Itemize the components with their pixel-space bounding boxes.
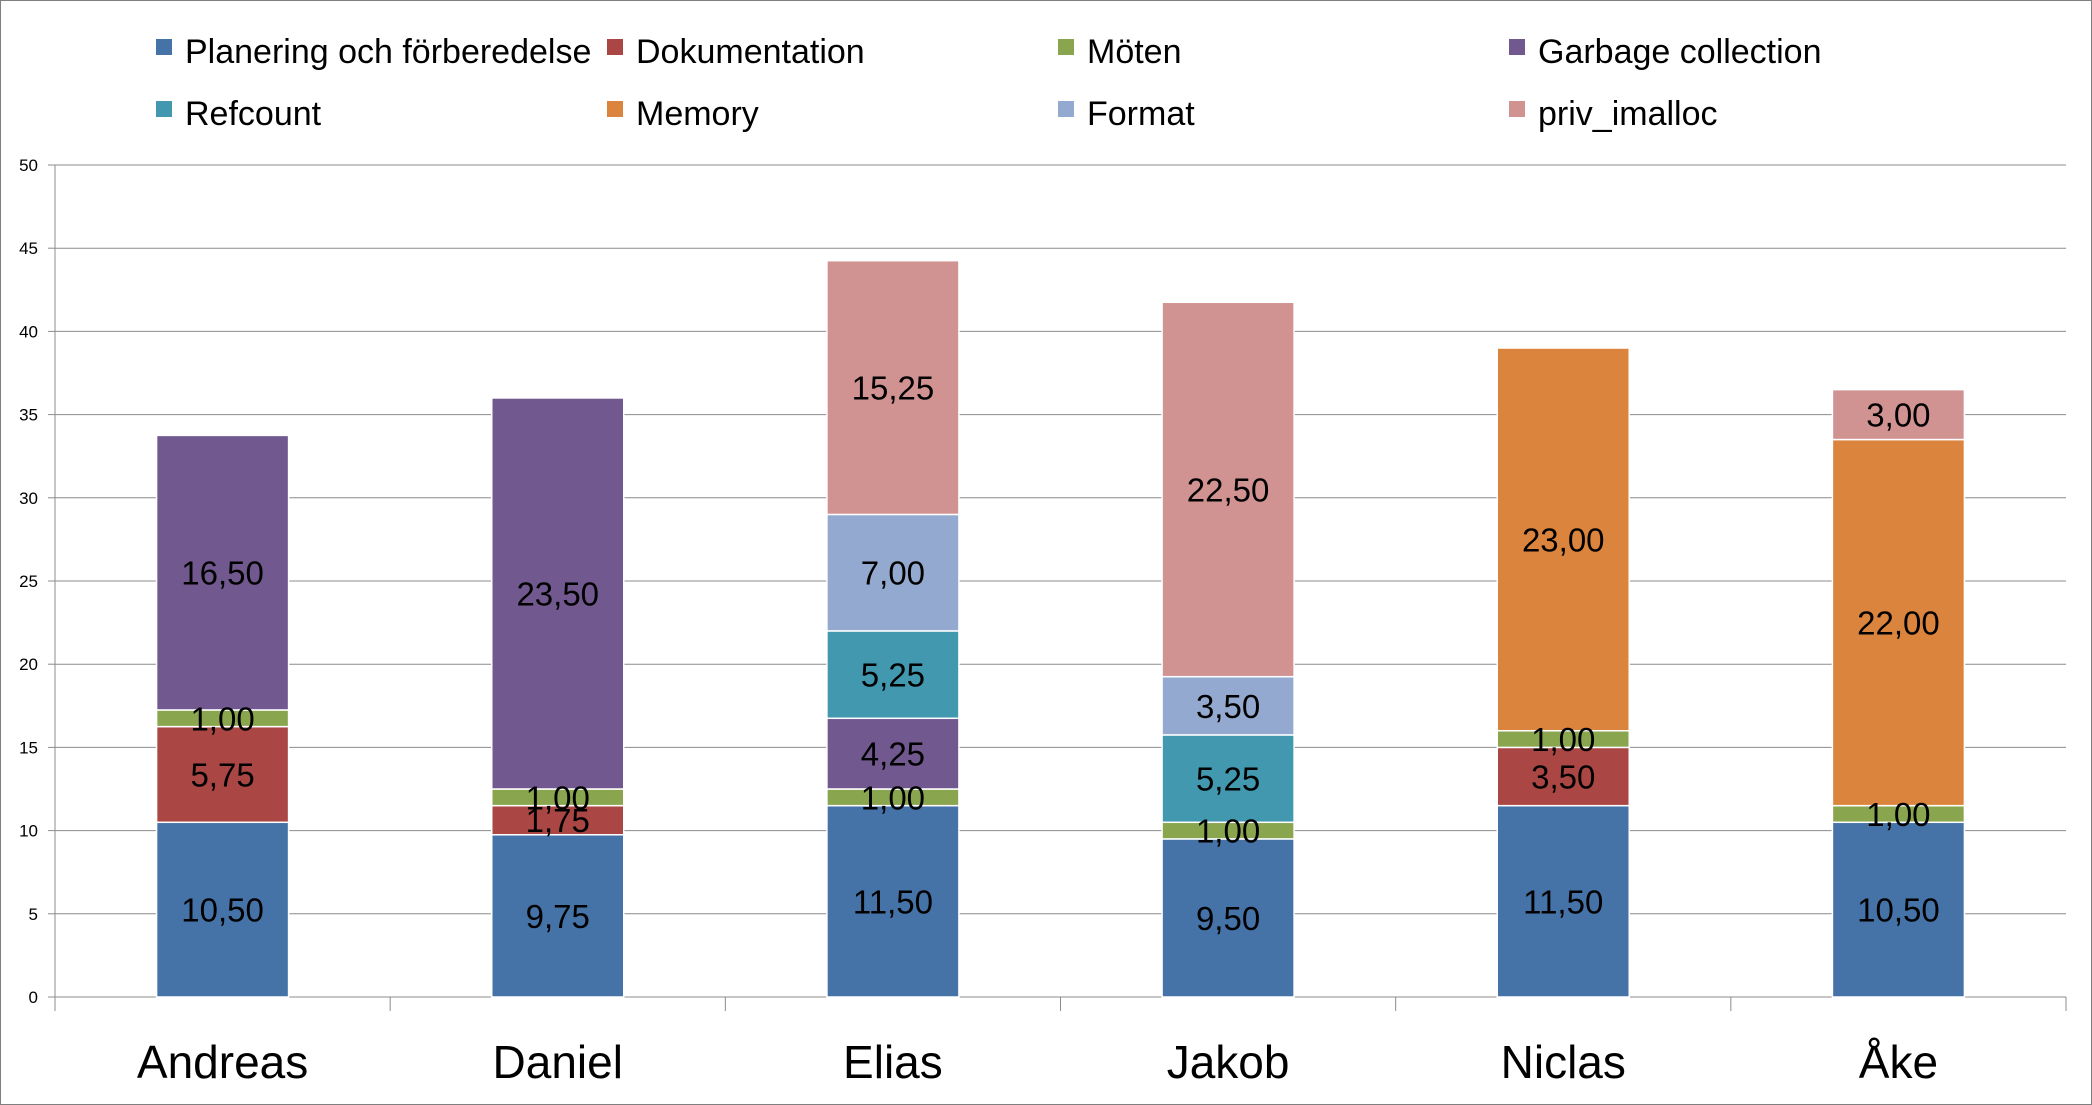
x-tick-label: Andreas	[137, 1036, 308, 1088]
legend-swatch-planering-och-förberedelse	[156, 39, 172, 55]
data-label-åke-planering-och-förberedelse: 10,50	[1857, 892, 1940, 929]
data-label-åke-priv-imalloc: 3,00	[1866, 397, 1930, 434]
y-tick-label: 45	[19, 239, 38, 258]
data-labels: 10,505,751,0016,509,751,751,0023,5011,50…	[181, 370, 1939, 937]
x-tick-label: Elias	[843, 1036, 943, 1088]
data-label-andreas-möten: 1,00	[190, 700, 254, 737]
bar-niclas-memory	[1496, 347, 1630, 732]
gridlines	[55, 164, 2066, 915]
bar-daniel-dokumentation	[491, 804, 625, 836]
legend-swatch-memory	[607, 101, 623, 117]
y-tick-label: 40	[19, 322, 38, 341]
y-tick-label: 50	[19, 156, 38, 175]
y-tick-label: 30	[19, 489, 38, 508]
x-tick-label: Åke	[1859, 1036, 1938, 1088]
legend-swatch-garbage-collection	[1509, 39, 1525, 55]
data-label-åke-memory: 22,00	[1857, 605, 1940, 642]
data-label-jakob-planering-och-förberedelse: 9,50	[1196, 900, 1260, 937]
legend: Planering och förberedelse Dokumentation M…	[156, 33, 1822, 133]
bars	[155, 259, 1966, 998]
y-tick-label: 20	[19, 655, 38, 674]
data-label-jakob-refcount: 5,25	[1196, 761, 1260, 798]
data-label-daniel-planering-och-förberedelse: 9,75	[526, 898, 590, 935]
data-label-andreas-dokumentation: 5,75	[190, 756, 254, 793]
data-label-niclas-dokumentation: 3,50	[1531, 759, 1595, 796]
legend-label-möten: Möten	[1087, 33, 1182, 71]
bar-daniel-planering-och-förberedelse	[491, 834, 625, 998]
data-label-jakob-möten: 1,00	[1196, 813, 1260, 850]
legend-label-refcount: Refcount	[185, 95, 322, 133]
axes: 0 5 10 15 20 25 30 35 40 45 50 Andreas Daniel Elias Ja…	[19, 156, 2067, 1088]
y-tick-label: 10	[19, 822, 38, 841]
bar-åke-priv-imalloc	[1831, 388, 1966, 441]
y-tick-label: 35	[19, 406, 38, 425]
bar-elias-garbage-collection	[826, 717, 960, 790]
bar-åke-planering-och-förberedelse	[1831, 821, 1966, 998]
bar-jakob-format	[1161, 675, 1295, 736]
y-tick-label: 25	[19, 572, 38, 591]
data-label-elias-garbage-collection: 4,25	[861, 736, 925, 773]
data-label-daniel-möten: 1,00	[526, 779, 590, 816]
data-label-andreas-planering-och-förberedelse: 10,50	[181, 892, 264, 929]
data-label-niclas-memory: 23,00	[1522, 521, 1605, 558]
legend-swatch-dokumentation	[607, 39, 623, 55]
y-tick-label: 0	[29, 988, 38, 1007]
bar-andreas-garbage-collection	[155, 434, 290, 711]
x-tick-label: Jakob	[1167, 1036, 1290, 1088]
legend-label-priv-imalloc: priv_imalloc	[1538, 95, 1718, 133]
bar-jakob-refcount	[1161, 734, 1295, 824]
data-label-jakob-priv-imalloc: 22,50	[1187, 471, 1270, 508]
y-tick-label: 5	[29, 905, 38, 924]
legend-swatch-priv-imalloc	[1509, 101, 1525, 117]
data-label-elias-planering-och-förberedelse: 11,50	[853, 883, 933, 920]
bar-elias-refcount	[826, 630, 960, 720]
data-label-daniel-dokumentation: 1,75	[526, 802, 590, 839]
legend-label-garbage-collection: Garbage collection	[1538, 33, 1822, 71]
data-label-daniel-garbage-collection: 23,50	[516, 575, 599, 612]
legend-label-format: Format	[1087, 95, 1195, 133]
data-label-andreas-garbage-collection: 16,50	[181, 555, 264, 592]
bar-andreas-dokumentation	[155, 725, 290, 824]
bar-elias-format	[826, 513, 960, 632]
legend-label-dokumentation: Dokumentation	[636, 33, 865, 71]
bar-niclas-planering-och-förberedelse	[1496, 804, 1630, 998]
legend-label-planering-och-förberedelse: Planering och förberedelse	[185, 33, 591, 71]
data-label-jakob-format: 3,50	[1196, 688, 1260, 725]
bar-andreas-planering-och-förberedelse	[155, 821, 290, 998]
x-tick-label: Niclas	[1501, 1036, 1626, 1088]
bar-daniel-garbage-collection	[491, 397, 625, 790]
bar-elias-priv-imalloc	[826, 259, 960, 516]
legend-swatch-format	[1058, 101, 1074, 117]
data-label-elias-priv-imalloc: 15,25	[852, 370, 935, 407]
data-label-elias-format: 7,00	[861, 555, 925, 592]
legend-swatch-möten	[1058, 39, 1074, 55]
legend-label-memory: Memory	[636, 95, 759, 133]
data-label-niclas-planering-och-förberedelse: 11,50	[1523, 883, 1603, 920]
data-label-niclas-möten: 1,00	[1531, 721, 1595, 758]
x-tick-label: Daniel	[493, 1036, 623, 1088]
data-label-åke-möten: 1,00	[1866, 796, 1930, 833]
bar-jakob-priv-imalloc	[1161, 301, 1295, 678]
data-label-elias-refcount: 5,25	[861, 657, 925, 694]
legend-swatch-refcount	[156, 101, 172, 117]
data-label-elias-möten: 1,00	[861, 779, 925, 816]
y-tick-label: 15	[19, 738, 38, 757]
